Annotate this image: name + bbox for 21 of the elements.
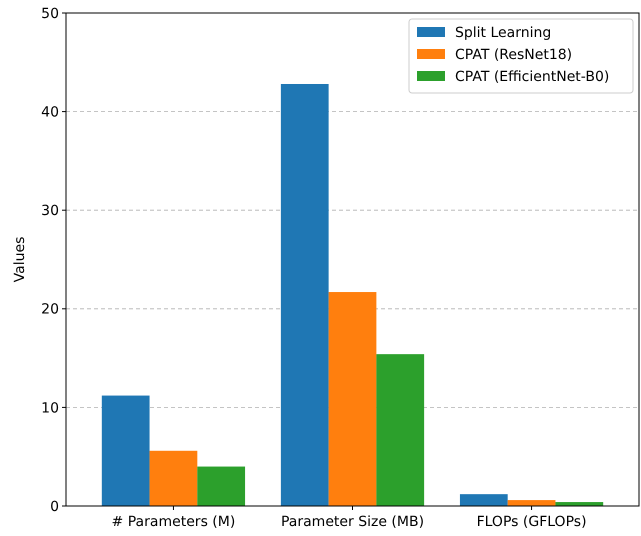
x-tick-label: Parameter Size (MB): [280, 514, 424, 530]
bar: [376, 354, 424, 506]
y-tick-label: 40: [41, 104, 59, 120]
bar: [102, 396, 150, 506]
bar: [197, 466, 246, 506]
legend-label: CPAT (ResNet18): [455, 46, 572, 63]
legend-label: Split Learning: [455, 24, 552, 41]
x-tick-label: FLOPs (GFLOPs): [476, 514, 587, 530]
y-tick-label: 20: [41, 302, 59, 318]
x-tick-label: # Parameters (M): [112, 514, 236, 530]
y-tick-label: 50: [41, 6, 59, 22]
y-tick-label: 0: [50, 498, 59, 515]
y-tick-label: 10: [41, 400, 59, 416]
bar: [328, 292, 376, 506]
y-axis-title: Values: [12, 236, 28, 282]
bar: [150, 450, 198, 506]
bar: [460, 494, 508, 506]
legend-label: CPAT (EfficientNet-B0): [455, 68, 610, 85]
bar: [280, 84, 329, 506]
y-tick-label: 30: [41, 203, 59, 220]
bar: [508, 500, 556, 506]
